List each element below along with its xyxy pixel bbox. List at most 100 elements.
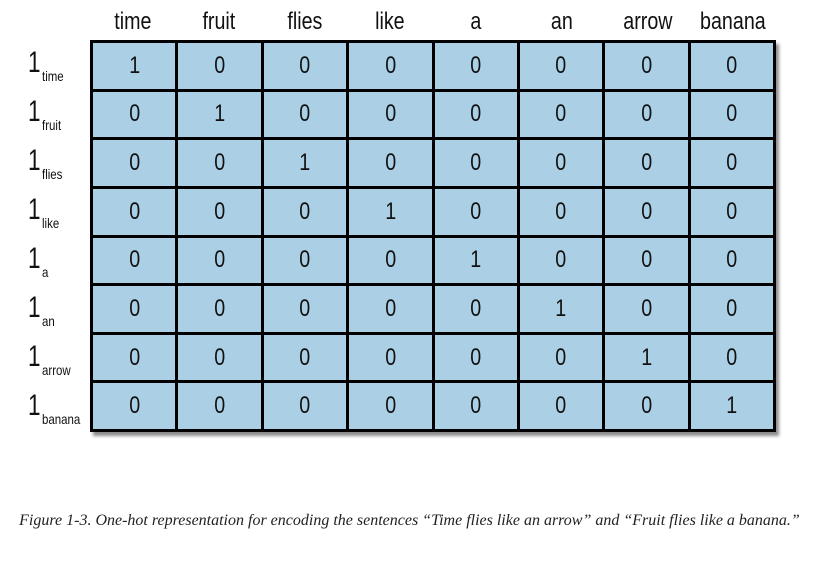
row-label-symbol: 1 [28, 340, 41, 373]
row-label-flies: 1 flies [28, 138, 90, 187]
matrix-cell-value: 0 [299, 246, 311, 274]
matrix-cell: 0 [178, 188, 261, 235]
matrix-cell: 0 [349, 237, 432, 284]
matrix-cell-value: 0 [726, 149, 738, 177]
matrix-cell: 1 [178, 91, 261, 138]
matrix-cell-value: 1 [726, 392, 738, 420]
matrix-cell: 0 [605, 91, 688, 138]
matrix-cell: 0 [349, 140, 432, 186]
matrix-cell: 0 [605, 188, 688, 235]
row-label-subscript: fruit [42, 117, 62, 133]
matrix-cell: 0 [93, 140, 176, 186]
figure-caption: Figure 1-3. One-hot representation for e… [19, 512, 800, 529]
column-headers: time fruit flies like a an arrow banana [90, 4, 776, 40]
matrix-cell: 0 [434, 383, 517, 429]
matrix-cell-value: 0 [640, 294, 652, 322]
matrix-cell: 0 [690, 188, 773, 235]
matrix-cell: 1 [349, 188, 432, 235]
matrix-cell-value: 0 [299, 392, 311, 420]
row-label-subscript: like [42, 215, 60, 231]
matrix-cell: 0 [519, 383, 603, 429]
matrix-cell-value: 0 [640, 197, 652, 225]
matrix-cell-value: 0 [726, 246, 738, 274]
matrix-cell-value: 1 [299, 149, 311, 177]
matrix-grid: 1 0 0 0 0 0 0 0 0 1 0 0 0 0 0 0 0 0 1 0 0 0 0 0 0 0 0 1 0 0 0 0 0 0 0 0 1 0 0 0… [90, 40, 776, 432]
matrix-cell: 0 [178, 140, 261, 186]
matrix-cell: 0 [263, 91, 347, 138]
matrix-cell: 0 [263, 188, 347, 235]
matrix-cell-value: 0 [640, 246, 652, 274]
column-header-banana: banana [700, 8, 766, 35]
matrix-cell-value: 0 [214, 246, 226, 274]
matrix-cell: 0 [349, 334, 432, 381]
matrix-cell-value: 0 [128, 392, 140, 420]
row-label-symbol: 1 [28, 389, 41, 422]
matrix-cell: 1 [519, 286, 603, 332]
matrix-cell-value: 0 [470, 294, 482, 322]
row-label-subscript: banana [42, 411, 81, 427]
matrix-cell-value: 0 [384, 100, 396, 128]
column-header-a: a [470, 8, 482, 35]
row-label-subscript: flies [42, 166, 63, 182]
matrix-cell-value: 1 [384, 197, 396, 225]
matrix-cell: 1 [690, 383, 773, 429]
matrix-cell-value: 0 [470, 392, 482, 420]
row-label-subscript: an [42, 313, 55, 329]
row-label-symbol: 1 [28, 193, 41, 226]
matrix-cell: 0 [349, 286, 432, 332]
matrix-cell: 0 [434, 286, 517, 332]
matrix-cell-value: 0 [470, 343, 482, 371]
row-label-banana: 1 banana [28, 383, 90, 432]
matrix-cell-value: 0 [214, 149, 226, 177]
row-label-fruit: 1 fruit [28, 89, 90, 138]
matrix-cell: 0 [263, 43, 347, 89]
row-label-time: 1 time [28, 40, 90, 89]
matrix-cell: 0 [519, 237, 603, 284]
matrix-cell-value: 0 [214, 392, 226, 420]
column-header-like: like [375, 8, 405, 35]
matrix-cell-value: 1 [555, 294, 567, 322]
column-header-arrow: arrow [622, 8, 672, 35]
matrix-cell-value: 0 [214, 343, 226, 371]
matrix-cell-value: 0 [299, 100, 311, 128]
matrix-cell-value: 0 [128, 197, 140, 225]
matrix-cell-value: 0 [640, 100, 652, 128]
matrix-cell-value: 0 [640, 51, 652, 79]
matrix-cell: 0 [690, 91, 773, 138]
matrix-cell: 0 [690, 286, 773, 332]
matrix-cell-value: 0 [214, 197, 226, 225]
row-label-symbol: 1 [28, 144, 41, 177]
row-label-symbol: 1 [28, 95, 41, 128]
matrix-cell: 0 [178, 383, 261, 429]
matrix-cell: 0 [349, 91, 432, 138]
matrix-cell: 0 [263, 237, 347, 284]
matrix-cell-value: 0 [726, 197, 738, 225]
matrix-cell-value: 0 [299, 51, 311, 79]
row-label-arrow: 1 arrow [28, 334, 90, 383]
matrix-cell: 0 [434, 43, 517, 89]
matrix-cell: 0 [263, 334, 347, 381]
matrix-cell: 0 [263, 286, 347, 332]
column-header-fruit: fruit [202, 8, 236, 35]
matrix-cell: 0 [93, 286, 176, 332]
matrix-cell: 1 [93, 43, 176, 89]
matrix-cell-value: 0 [555, 100, 567, 128]
matrix-cell: 0 [434, 91, 517, 138]
matrix-cell: 0 [93, 91, 176, 138]
matrix-cell-value: 0 [640, 149, 652, 177]
matrix-cell-value: 0 [555, 392, 567, 420]
matrix-cell: 0 [690, 334, 773, 381]
matrix-cell-value: 0 [470, 197, 482, 225]
column-header-an: an [550, 8, 573, 35]
matrix-cell: 0 [178, 286, 261, 332]
row-label-subscript: arrow [42, 362, 71, 378]
matrix-cell-value: 0 [384, 51, 396, 79]
one-hot-matrix: 1 0 0 0 0 0 0 0 0 1 0 0 0 0 0 0 0 0 1 0 0 0 0 0 0 0 0 1 0 0 0 0 0 0 0 0 1 0 0 0… [90, 40, 776, 432]
matrix-cell-value: 0 [726, 294, 738, 322]
matrix-cell-value: 0 [726, 100, 738, 128]
matrix-cell-value: 0 [384, 392, 396, 420]
matrix-cell-value: 1 [128, 51, 140, 79]
matrix-cell: 1 [434, 237, 517, 284]
matrix-cell-value: 1 [470, 246, 482, 274]
